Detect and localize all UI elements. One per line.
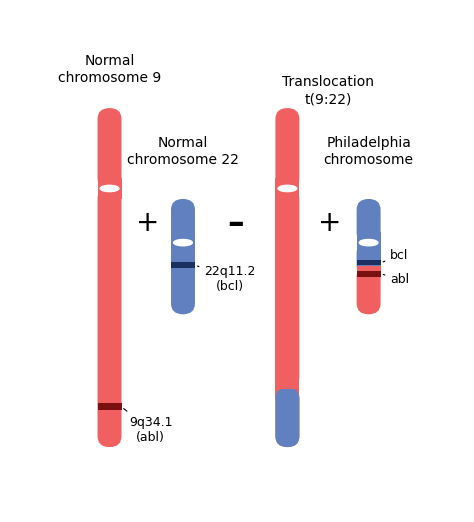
Bar xyxy=(98,404,121,410)
Bar xyxy=(275,388,300,389)
Bar xyxy=(356,243,381,277)
Bar xyxy=(356,232,381,243)
Ellipse shape xyxy=(100,185,119,192)
Text: Normal
chromosome 22: Normal chromosome 22 xyxy=(127,136,239,168)
FancyBboxPatch shape xyxy=(356,266,381,314)
Ellipse shape xyxy=(359,240,378,246)
FancyBboxPatch shape xyxy=(275,388,300,447)
FancyBboxPatch shape xyxy=(356,199,381,243)
Bar xyxy=(98,177,121,189)
Text: Normal
chromosome 9: Normal chromosome 9 xyxy=(58,54,161,86)
Bar xyxy=(356,266,381,277)
Bar xyxy=(275,188,300,388)
Ellipse shape xyxy=(173,240,192,246)
FancyBboxPatch shape xyxy=(98,108,121,189)
Text: abl: abl xyxy=(383,274,410,287)
FancyBboxPatch shape xyxy=(275,108,300,189)
Text: 9q34.1
(abl): 9q34.1 (abl) xyxy=(124,409,173,444)
Bar xyxy=(356,260,381,265)
FancyBboxPatch shape xyxy=(171,242,195,314)
FancyBboxPatch shape xyxy=(171,199,195,243)
Text: +: + xyxy=(318,209,342,238)
Bar xyxy=(171,232,195,243)
Text: Translocation
t(9:22): Translocation t(9:22) xyxy=(282,75,374,106)
Text: +: + xyxy=(136,209,159,238)
Bar xyxy=(171,242,195,254)
FancyBboxPatch shape xyxy=(98,188,121,447)
Bar xyxy=(275,177,300,189)
FancyBboxPatch shape xyxy=(275,388,300,447)
FancyBboxPatch shape xyxy=(356,242,381,277)
Text: –: – xyxy=(227,207,244,240)
Bar xyxy=(98,188,121,199)
Bar xyxy=(356,270,381,277)
Text: bcl: bcl xyxy=(383,248,409,262)
Bar xyxy=(171,262,195,268)
Text: 22q11.2
(bcl): 22q11.2 (bcl) xyxy=(198,265,255,293)
FancyBboxPatch shape xyxy=(275,188,300,388)
Bar xyxy=(275,388,300,398)
Text: Philadelphia
chromosome: Philadelphia chromosome xyxy=(324,136,414,168)
Ellipse shape xyxy=(278,185,297,192)
